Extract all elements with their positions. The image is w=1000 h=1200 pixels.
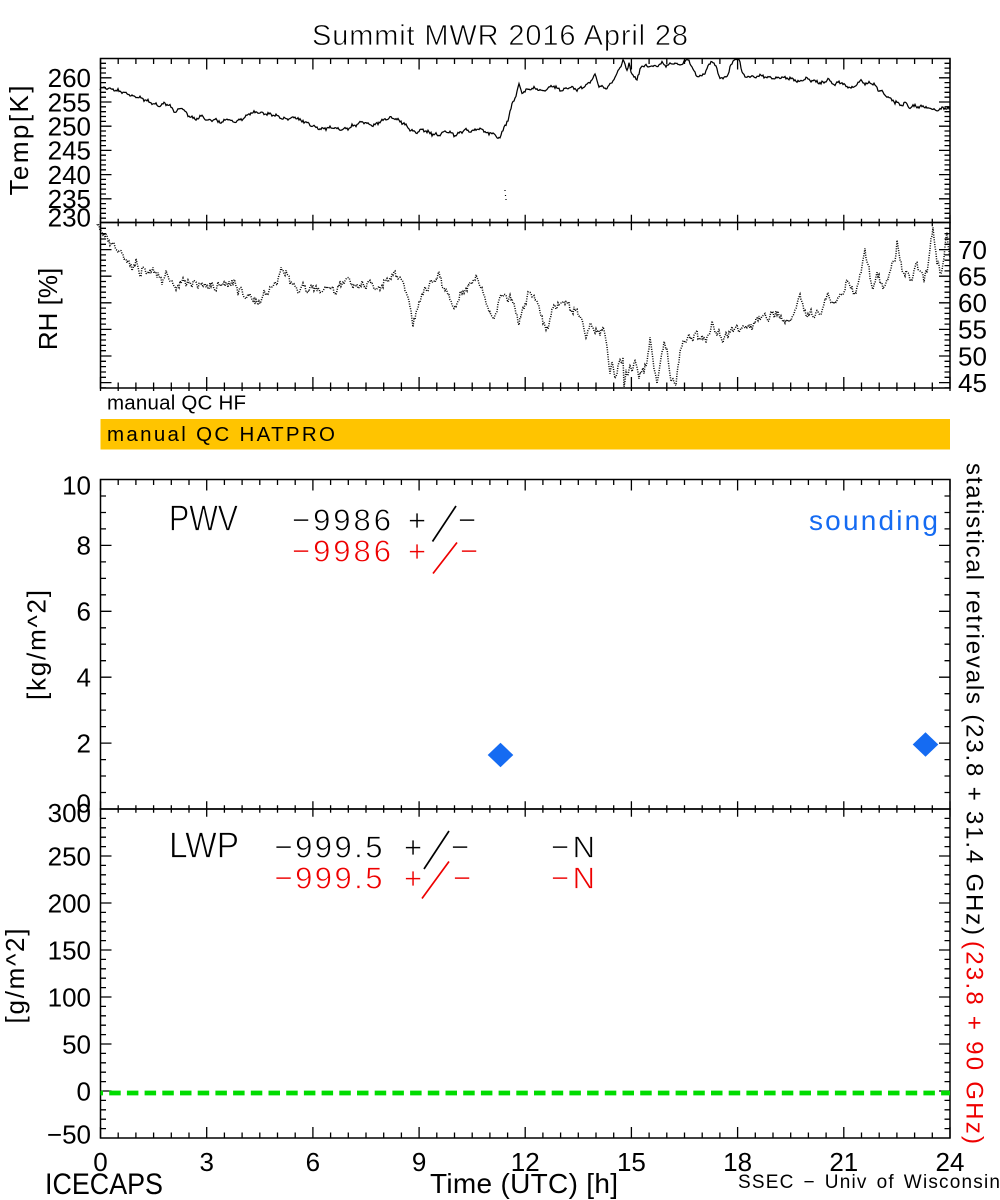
svg-text:8: 8 — [77, 531, 91, 561]
svg-text:3: 3 — [199, 1147, 213, 1177]
svg-text:sounding: sounding — [809, 505, 938, 536]
svg-text:statistical retrievals (23.8 +: statistical retrievals (23.8 + 31.4 GHz) — [961, 463, 988, 935]
svg-text:240: 240 — [48, 160, 91, 190]
svg-text:+: + — [408, 503, 426, 538]
svg-text:65: 65 — [958, 262, 987, 292]
svg-text:9: 9 — [412, 1147, 426, 1177]
svg-text:255: 255 — [48, 87, 91, 117]
svg-text:−: − — [451, 830, 469, 865]
svg-text:0: 0 — [77, 788, 91, 818]
svg-text:18: 18 — [723, 1147, 752, 1177]
svg-text:12: 12 — [511, 1147, 540, 1177]
svg-text:(23.8 + 90 GHz): (23.8 + 90 GHz) — [961, 941, 988, 1144]
svg-text:0: 0 — [77, 1076, 91, 1106]
svg-text:235: 235 — [48, 184, 91, 214]
svg-text:24: 24 — [936, 1147, 965, 1177]
svg-text:−: − — [458, 503, 476, 538]
svg-text:55: 55 — [958, 315, 987, 345]
svg-text:4: 4 — [77, 663, 91, 693]
svg-text:Summit MWR 2016 April 28: Summit MWR 2016 April 28 — [312, 20, 688, 52]
svg-text:+: + — [404, 830, 422, 865]
svg-text:45: 45 — [958, 368, 987, 398]
svg-text:230: 230 — [48, 202, 91, 232]
svg-text:100: 100 — [48, 982, 91, 1012]
svg-text:RH [%]: RH [%] — [33, 268, 63, 350]
svg-text:[g/m^2]: [g/m^2] — [0, 929, 30, 1024]
svg-text:SSEC − Univ of Wisconsin: SSEC − Univ of Wisconsin — [738, 1172, 1000, 1193]
svg-text:6: 6 — [77, 597, 91, 627]
svg-text:LWP: LWP — [169, 825, 239, 866]
svg-text:−: − — [453, 861, 471, 896]
svg-text:+: + — [408, 534, 426, 569]
svg-text:50: 50 — [62, 1029, 91, 1059]
svg-text:−999.5: −999.5 — [275, 830, 383, 865]
svg-text:manual QC HATPRO: manual QC HATPRO — [107, 423, 335, 446]
svg-text:21: 21 — [829, 1147, 858, 1177]
svg-text:50: 50 — [958, 341, 987, 371]
svg-text:−: − — [460, 534, 478, 569]
svg-text:−9986: −9986 — [292, 534, 391, 569]
svg-text:0: 0 — [93, 1147, 107, 1177]
svg-text:150: 150 — [48, 935, 91, 965]
svg-text:70: 70 — [958, 235, 987, 265]
svg-text:manual QC HF: manual QC HF — [107, 391, 246, 414]
svg-text:−N: −N — [551, 830, 595, 865]
svg-text:PWV: PWV — [169, 498, 238, 539]
svg-text:10: 10 — [62, 470, 91, 500]
svg-text:+: + — [404, 861, 422, 896]
svg-text:−9986: −9986 — [292, 503, 391, 538]
svg-text:300: 300 — [48, 798, 91, 828]
svg-text:250: 250 — [48, 841, 91, 871]
svg-text:60: 60 — [958, 288, 987, 318]
svg-text:6: 6 — [306, 1147, 320, 1177]
svg-text:ICECAPS: ICECAPS — [45, 1168, 163, 1200]
svg-text:260: 260 — [48, 63, 91, 93]
svg-text:−999.5: −999.5 — [275, 861, 383, 896]
svg-text:[kg/m^2]: [kg/m^2] — [22, 590, 52, 700]
svg-text:245: 245 — [48, 136, 91, 166]
svg-text:15: 15 — [617, 1147, 646, 1177]
svg-text:Time (UTC) [h]: Time (UTC) [h] — [430, 1168, 618, 1199]
svg-text:−N: −N — [551, 861, 595, 896]
svg-text:200: 200 — [48, 888, 91, 918]
svg-text:−50: −50 — [47, 1119, 91, 1149]
svg-text:250: 250 — [48, 112, 91, 142]
svg-text:2: 2 — [77, 728, 91, 758]
